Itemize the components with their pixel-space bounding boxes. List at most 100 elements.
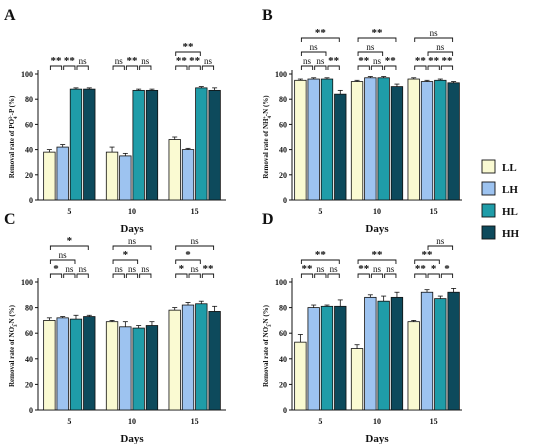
significance-label: ns (141, 56, 150, 66)
significance-bracket (384, 65, 397, 70)
legend-label: LL (502, 162, 517, 174)
significance-bracket (300, 51, 327, 56)
significance-label: ** (358, 55, 370, 67)
x-tick-label: 5 (318, 207, 322, 216)
bar (390, 86, 404, 201)
panel-d: D 0 20 40 60 80 100 Removal rate of NO3--N (%) 5… (262, 211, 462, 444)
significance-label: ns (366, 42, 375, 52)
significance-bracket (357, 259, 397, 264)
bar (447, 291, 460, 411)
significance-bracket (357, 65, 370, 70)
y-axis-label: Removal rate of NO3--N (%) (262, 304, 273, 387)
significance-label: ** (372, 249, 384, 261)
significance-label: * (123, 249, 129, 261)
significance-label: ** (358, 263, 370, 275)
y-tick-label: 0 (29, 406, 33, 415)
significance-label: ** (372, 27, 384, 39)
significance-bracket (201, 65, 215, 70)
significance-label: ** (422, 249, 434, 261)
significance-bracket (125, 65, 139, 70)
significance-bracket (370, 65, 384, 70)
bar (168, 139, 181, 201)
significance-bracket (300, 37, 340, 42)
significance-bracket (427, 245, 454, 250)
significance-label: * (67, 235, 73, 247)
significance-label: ** (415, 55, 427, 67)
bar (447, 82, 460, 201)
significance-label: ns (65, 264, 74, 274)
significance-bracket (300, 273, 314, 278)
significance-bracket (427, 65, 440, 70)
bar (350, 348, 364, 411)
y-tick-label: 20 (25, 171, 33, 180)
y-axis-label: Removal rate of NO3--N (%) (8, 304, 19, 387)
bar (56, 146, 69, 201)
bar (420, 291, 434, 411)
significance-bracket (188, 65, 201, 70)
significance-bracket (76, 273, 89, 278)
legend-swatch (481, 203, 496, 218)
significance-bracket (384, 273, 397, 278)
bar (350, 81, 364, 201)
bar (43, 319, 56, 411)
significance-label: ** (385, 55, 397, 67)
significance-bracket (427, 273, 440, 278)
y-tick-label: 100 (275, 278, 287, 287)
significance-bracket (427, 51, 454, 56)
x-tick-label: 5 (318, 417, 322, 426)
y-tick-label: 80 (25, 95, 33, 104)
y-tick-label: 20 (25, 380, 33, 389)
panel-letter: B (262, 7, 273, 24)
significance-label: ** (315, 249, 327, 261)
significance-bracket (327, 273, 340, 278)
significance-label: ** (328, 55, 340, 67)
significance-bracket (440, 65, 454, 70)
x-tick-label: 5 (67, 207, 71, 216)
significance-label: ns (141, 264, 150, 274)
y-tick-label: 60 (25, 329, 33, 338)
bar (294, 79, 307, 201)
bar (119, 155, 132, 201)
significance-bracket (414, 65, 427, 70)
legend-label: HL (502, 206, 518, 218)
bar (377, 77, 390, 201)
significance-bracket (63, 273, 76, 278)
significance-bracket (300, 65, 314, 70)
significance-label: * (444, 263, 450, 275)
significance-label: ns (128, 264, 137, 274)
panel-a: A 0 20 40 60 80 100 Removal rate of PO43--P (%)… (4, 7, 226, 235)
significance-label: ** (51, 55, 63, 67)
legend-swatch (481, 181, 496, 196)
legend: LL LH HL HH (481, 159, 520, 240)
bar (364, 77, 377, 201)
significance-bracket (175, 273, 188, 278)
bar (83, 88, 96, 201)
bar (434, 79, 447, 201)
significance-bracket (314, 273, 327, 278)
bar (407, 321, 420, 411)
bar (168, 309, 181, 411)
y-axis-label: Removal rate of PO43--P (%) (8, 95, 19, 178)
bar (390, 296, 404, 411)
significance-label: * (53, 263, 59, 275)
significance-label: ns (59, 250, 68, 260)
significance-label: ns (191, 264, 200, 274)
y-tick-label: 100 (275, 70, 287, 79)
significance-bracket (370, 273, 384, 278)
bar (105, 151, 119, 201)
x-tick-label: 15 (430, 207, 438, 216)
significance-label: ns (115, 264, 124, 274)
bar (69, 88, 83, 201)
legend-swatch (481, 225, 496, 240)
bar (132, 89, 145, 201)
bar (320, 305, 334, 411)
x-axis-label: Days (120, 223, 144, 235)
x-tick-label: 10 (373, 207, 381, 216)
significance-bracket (49, 245, 89, 250)
significance-label: ns (330, 264, 339, 274)
y-tick-label: 40 (279, 146, 287, 155)
panel-letter: D (262, 211, 274, 228)
significance-bracket (201, 273, 215, 278)
bar (377, 300, 390, 411)
